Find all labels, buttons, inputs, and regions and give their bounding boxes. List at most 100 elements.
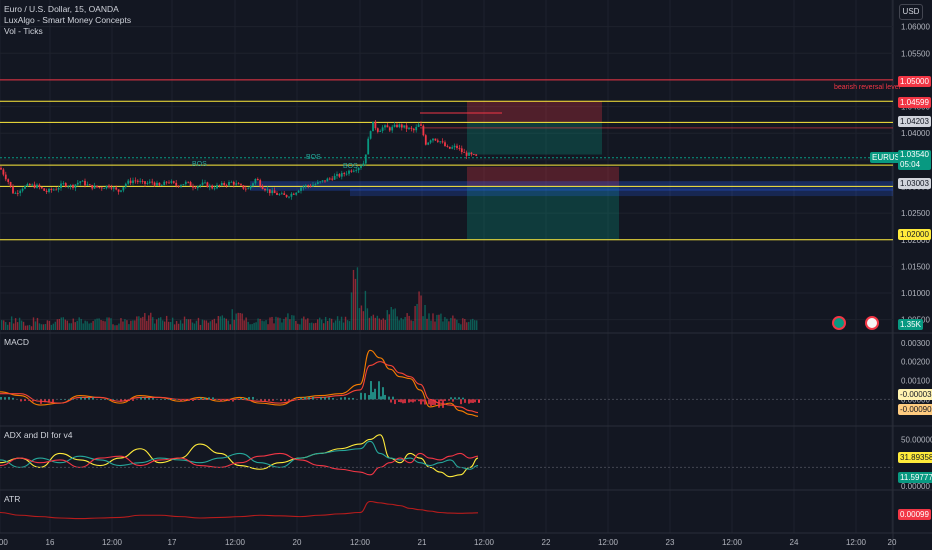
current-price-value: 1.03540 bbox=[900, 150, 929, 159]
candle-body bbox=[434, 138, 437, 141]
candle-body bbox=[108, 185, 110, 188]
candle-body bbox=[117, 189, 120, 192]
candle-body bbox=[199, 184, 202, 187]
volume-bar bbox=[305, 319, 307, 330]
volume-bar bbox=[233, 319, 235, 330]
event-icon[interactable] bbox=[832, 316, 846, 330]
adx-badge: 31.89358 bbox=[898, 452, 932, 463]
candle-body bbox=[43, 188, 46, 191]
macd-histogram-bar bbox=[268, 399, 270, 401]
atr-pane-title[interactable]: ATR bbox=[4, 494, 21, 504]
volume-bar bbox=[197, 317, 200, 330]
macd-histogram-bar bbox=[84, 397, 86, 400]
time-axis-label: 12:00 bbox=[846, 538, 867, 547]
candle-body bbox=[76, 182, 79, 185]
candle-body bbox=[278, 194, 281, 195]
macd-histogram-bar bbox=[464, 399, 466, 403]
volume-bar bbox=[130, 320, 132, 330]
volume-bar bbox=[126, 320, 128, 330]
volume-bar bbox=[46, 320, 49, 330]
candle-body bbox=[415, 126, 418, 131]
candle-body bbox=[228, 181, 230, 186]
candle-body bbox=[237, 183, 240, 185]
candle-body bbox=[182, 184, 185, 186]
candle-body bbox=[211, 185, 214, 189]
di-badge: 11.59777 bbox=[898, 472, 932, 483]
volume-bar bbox=[364, 290, 367, 330]
volume-bar bbox=[187, 319, 190, 330]
macd-histogram-bar bbox=[264, 399, 266, 402]
volume-bar bbox=[191, 322, 194, 330]
volume-bar bbox=[221, 315, 224, 330]
macd-histogram-bar bbox=[64, 399, 66, 400]
candle-body bbox=[276, 193, 278, 195]
volume-bar bbox=[12, 323, 15, 330]
volume-bar bbox=[470, 319, 472, 330]
candle-body bbox=[153, 182, 156, 186]
macd-histogram-bar bbox=[152, 398, 154, 400]
indicator-smc-label[interactable]: LuxAlgo - Smart Money Concepts bbox=[4, 15, 132, 25]
candle-body bbox=[340, 173, 343, 177]
volume-bar bbox=[158, 317, 160, 330]
macd-pane-title[interactable]: MACD bbox=[4, 337, 30, 347]
candle-body bbox=[136, 180, 139, 182]
flag-icon[interactable] bbox=[865, 316, 879, 330]
candle-body bbox=[307, 185, 310, 187]
volume-bar bbox=[134, 320, 136, 330]
candle-body bbox=[81, 180, 84, 182]
currency-button[interactable]: USD bbox=[899, 4, 923, 20]
macd-histogram-bar bbox=[144, 397, 146, 400]
candle-body bbox=[64, 183, 67, 187]
candle-body bbox=[364, 154, 367, 164]
symbol-title[interactable]: Euro / U.S. Dollar, 15, OANDA bbox=[4, 4, 119, 14]
candle-body bbox=[139, 181, 142, 182]
volume-bar bbox=[209, 321, 212, 330]
series-line bbox=[0, 440, 479, 470]
volume-bar bbox=[245, 317, 247, 330]
candle-body bbox=[168, 182, 170, 184]
candle-body bbox=[422, 125, 425, 136]
macd-histogram-bar bbox=[448, 399, 450, 401]
volume-bar bbox=[340, 316, 343, 330]
volume-bar bbox=[227, 320, 229, 330]
macd-histogram-bar bbox=[164, 399, 166, 400]
volume-bar bbox=[374, 317, 377, 330]
macd-histogram-bar bbox=[280, 399, 282, 401]
candle-body bbox=[163, 181, 166, 186]
volume-bar bbox=[64, 319, 66, 330]
candle-body bbox=[38, 184, 41, 187]
volume-bar bbox=[58, 318, 61, 330]
atr-badge: 0.00099 bbox=[898, 509, 931, 520]
volume-bar bbox=[283, 318, 285, 330]
volume-bar bbox=[418, 291, 420, 330]
macd-histogram-bar bbox=[450, 397, 452, 400]
time-axis-label: 17 bbox=[168, 538, 177, 547]
candle-body bbox=[343, 173, 346, 174]
macd-histogram-bar bbox=[454, 397, 456, 400]
volume-bar bbox=[42, 324, 45, 330]
volume-bar bbox=[313, 323, 315, 330]
volume-bar bbox=[384, 319, 386, 330]
candle-body bbox=[160, 185, 163, 186]
candle-body bbox=[261, 186, 264, 189]
adx-pane-title[interactable]: ADX and DI for v4 bbox=[4, 430, 73, 440]
volume-bar bbox=[462, 318, 464, 330]
volume-bar bbox=[297, 323, 299, 330]
macd-histogram-bar bbox=[468, 399, 470, 404]
candle-body bbox=[268, 189, 271, 194]
volume-bar bbox=[78, 317, 80, 330]
volume-bar bbox=[376, 315, 379, 330]
candle-body bbox=[448, 146, 451, 149]
time-axis-label: 20 bbox=[293, 538, 302, 547]
volume-bar bbox=[350, 292, 353, 330]
volume-bar bbox=[263, 321, 265, 330]
volume-bar bbox=[163, 321, 166, 330]
macd-histogram-bar bbox=[430, 399, 432, 406]
volume-bar bbox=[205, 320, 208, 330]
candle-body bbox=[470, 152, 473, 155]
indicator-volume-label[interactable]: Vol - Ticks bbox=[4, 26, 43, 36]
volume-bar bbox=[396, 316, 398, 330]
volume-bar bbox=[34, 321, 37, 330]
macd-histogram-bar bbox=[32, 399, 34, 402]
